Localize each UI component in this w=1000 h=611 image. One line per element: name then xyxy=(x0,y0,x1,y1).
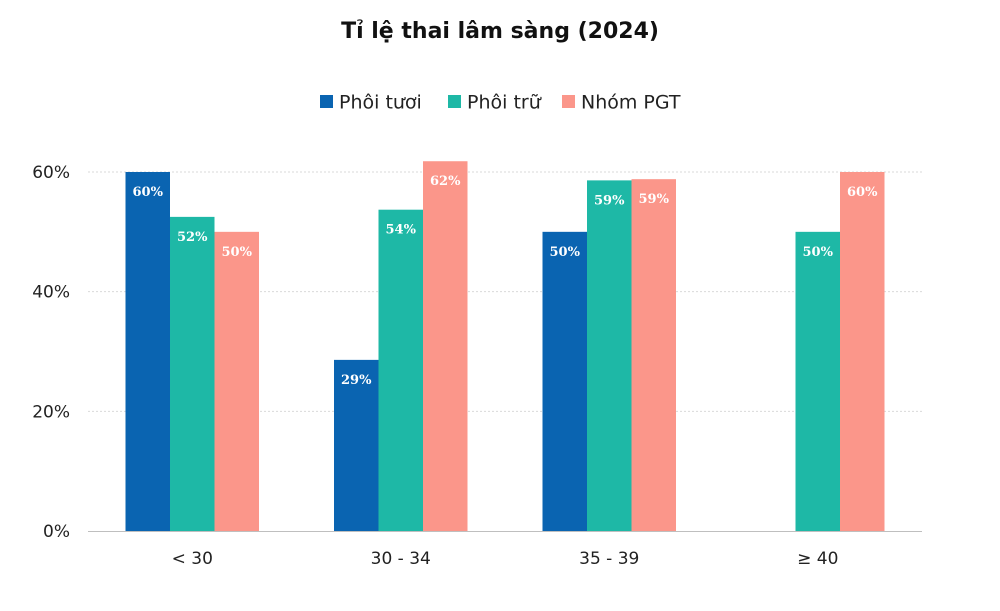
bar-series3-cat4 xyxy=(840,172,885,531)
bar-series2-cat3 xyxy=(587,180,632,532)
legend-swatch-1 xyxy=(320,95,333,108)
data-label-series1-cat1: 60% xyxy=(133,185,164,200)
bar-series3-cat3 xyxy=(631,179,676,531)
bar-series1-cat3 xyxy=(542,231,587,532)
y-tick-label: 20% xyxy=(32,402,70,422)
data-labels: 60% 52% 50% 29% 54% 62% 50% 59% 59% 50% 60% xyxy=(133,174,879,388)
bar-series3-cat2 xyxy=(423,161,468,532)
data-label-series3-cat4: 60% xyxy=(847,185,878,200)
data-label-series3-cat2: 62% xyxy=(430,174,461,189)
legend-label-3: Nhóm PGT xyxy=(581,92,681,114)
bar-series2-cat1 xyxy=(170,216,215,531)
bar-series2-cat4 xyxy=(795,231,840,532)
y-tick-label: 40% xyxy=(32,283,70,303)
legend-label-1: Phôi tươi xyxy=(339,92,422,114)
y-tick-label: 60% xyxy=(32,163,70,183)
bar-series1-cat2 xyxy=(334,359,379,531)
gridlines xyxy=(88,171,922,412)
legend: Phôi tươi Phôi trữ Nhóm PGT xyxy=(320,92,681,114)
data-label-series3-cat3: 59% xyxy=(639,192,670,207)
data-label-series2-cat1: 52% xyxy=(177,230,208,245)
legend-swatch-3 xyxy=(562,95,575,108)
bar-series3-cat1 xyxy=(214,231,259,532)
y-tick-label: 0% xyxy=(43,522,70,542)
y-axis: 0% 20% 40% 60% xyxy=(32,163,70,542)
data-label-series2-cat3: 59% xyxy=(594,193,625,208)
data-label-series1-cat2: 29% xyxy=(341,373,372,388)
bar-series2-cat2 xyxy=(378,209,423,531)
x-tick-label: 35 - 39 xyxy=(579,549,639,569)
chart-title: Tỉ lệ thai lâm sàng (2024) xyxy=(341,19,659,44)
data-label-series3-cat1: 50% xyxy=(222,245,253,260)
data-label-series2-cat4: 50% xyxy=(803,245,834,260)
x-tick-label: ≥ 40 xyxy=(797,549,838,569)
x-axis: < 30 30 - 34 35 - 39 ≥ 40 xyxy=(88,531,922,569)
data-label-series1-cat3: 50% xyxy=(550,245,581,260)
x-tick-label: 30 - 34 xyxy=(371,549,431,569)
bar-series1-cat1 xyxy=(125,172,170,531)
legend-swatch-2 xyxy=(448,95,461,108)
data-label-series2-cat2: 54% xyxy=(386,223,417,238)
bars xyxy=(125,161,885,532)
legend-label-2: Phôi trữ xyxy=(467,92,542,114)
x-tick-label: < 30 xyxy=(172,549,213,569)
